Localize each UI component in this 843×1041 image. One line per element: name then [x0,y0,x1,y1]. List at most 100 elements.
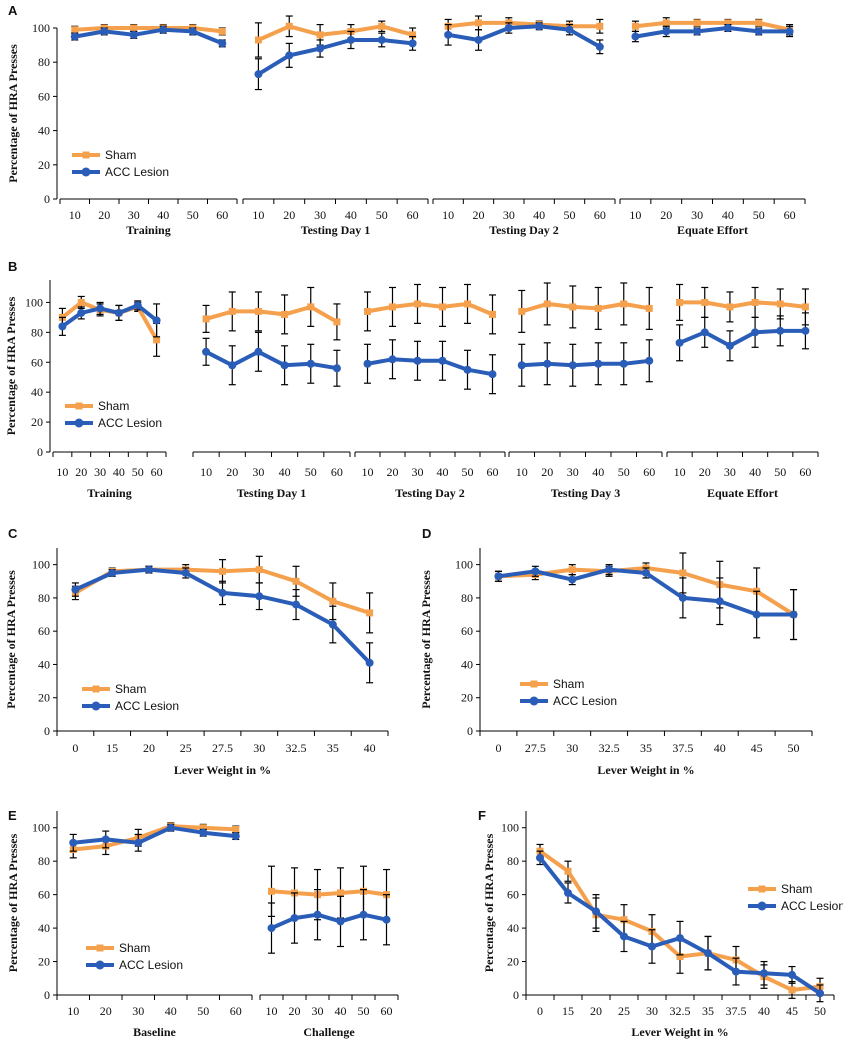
data-point-acc [700,328,709,337]
data-point-acc [619,359,628,368]
data-point-sham [564,867,572,875]
data-point-acc [444,30,453,39]
x-tick-label: 30 [132,1004,144,1018]
data-point-sham [218,27,226,35]
y-tick-label: 60 [38,888,50,902]
group-4: 10 20 30 40 50 60 Equate Effort [666,283,819,500]
legend: Sham ACC Lesion [520,677,617,708]
data-point-acc [346,35,355,44]
data-point-acc [313,910,322,919]
series-line [447,24,601,49]
data-point-sham [801,303,809,311]
data-point-acc [413,356,422,365]
series-acc-lesion [363,339,497,395]
legend-label: ACC Lesion [119,958,183,972]
y-axis-label: Percentage of HRA Presses [482,833,496,972]
data-point-sham [378,22,386,30]
data-point-acc [645,356,654,365]
x-tick-label: 50 [753,208,765,222]
x-tick-label: 35 [640,741,652,755]
data-point-acc [254,347,263,356]
series-sham [202,286,341,341]
data-point-sham [130,24,138,32]
group-label: Equate Effort [677,223,748,237]
group-label: Baseline [133,1025,176,1039]
panel-a: A Percentage of HRA Presses 0 20 40 60 80 100 10… [6,3,806,237]
x-tick-label: 10 [200,465,212,479]
data-point-sham [568,566,576,574]
data-point-sham [316,31,324,39]
x-tick-label: 20 [289,1004,301,1018]
series-line [367,357,493,377]
data-point-acc [543,359,552,368]
y-axis-label: Percentage of HRA Presses [6,44,20,183]
y-tick-label: 20 [38,158,50,172]
data-point-acc [642,568,650,577]
x-tick-label: 20 [541,465,553,479]
x-tick-label: 30 [312,1004,324,1018]
y-tick-label: 40 [38,657,50,671]
series-acc-lesion [517,339,654,387]
panel-f: F Percentage of HRA Presses 0 20 40 60 80 100 0 1… [478,808,843,1039]
x-tick-label: 40 [714,741,726,755]
data-point-acc [382,915,391,924]
y-tick-label: 0 [37,445,43,459]
x-tick-label: 60 [643,465,655,479]
legend-label: Sham [105,148,136,162]
y-axis-label: Percentage of HRA Presses [4,296,18,435]
y-tick-label: 0 [467,724,473,738]
group-label: Testing Day 1 [237,486,307,500]
x-tick-label: 30 [691,208,703,222]
legend: Sham ACC Lesion [86,941,183,972]
series-acc-lesion [58,300,161,338]
x-tick-label: 40 [364,741,376,755]
legend-label: ACC Lesion [781,899,843,913]
data-point-acc [675,338,684,347]
x-tick-label: 15 [106,741,118,755]
group-0: 10 20 30 40 50 60 Baseline [56,822,253,1039]
series-acc-lesion [536,850,824,1003]
x-tick-label: 60 [487,465,499,479]
x-tick-label: 0 [537,1004,543,1018]
data-point-sham [219,567,226,575]
data-point-acc [678,593,687,602]
data-point-acc [292,600,301,609]
x-tick-label: 15 [562,1004,574,1018]
data-point-sham [518,307,526,315]
data-point-sham [333,318,341,326]
data-point-sham [724,19,732,27]
panel-letter: F [478,808,486,823]
x-tick-label: 32.5 [670,1004,691,1018]
x-axis-label: Lever Weight in % [174,763,271,777]
data-point-acc [228,361,237,370]
data-point-acc [752,610,761,619]
series-acc-lesion [675,312,810,362]
data-point-sham [228,307,236,315]
x-tick-label: 10 [516,465,528,479]
x-tick-label: 20 [660,208,672,222]
data-point-sham [726,303,734,311]
series-acc-lesion [444,22,604,55]
data-point-sham [676,953,684,961]
x-tick-label: 60 [594,208,606,222]
x-tick-label: 10 [362,465,374,479]
y-tick-label: 80 [38,591,50,605]
data-point-acc [267,924,276,933]
data-point-acc [568,575,577,584]
data-point-acc [648,942,656,951]
x-tick-label: 30 [253,741,265,755]
y-tick-label: 100 [501,821,519,835]
x-tick-label: 60 [799,465,811,479]
data-point-acc [129,30,138,39]
x-tick-label: 40 [165,1004,177,1018]
series-sham [444,15,604,34]
panel-letter: C [8,526,18,541]
x-tick-label: 40 [157,208,169,222]
data-point-acc [751,328,760,337]
data-point-acc [255,592,264,601]
x-tick-label: 32.5 [286,741,307,755]
x-tick-label: 45 [786,1004,798,1018]
y-tick-label: 60 [38,624,50,638]
data-point-sham [254,36,262,44]
x-tick-label: 10 [442,208,454,222]
